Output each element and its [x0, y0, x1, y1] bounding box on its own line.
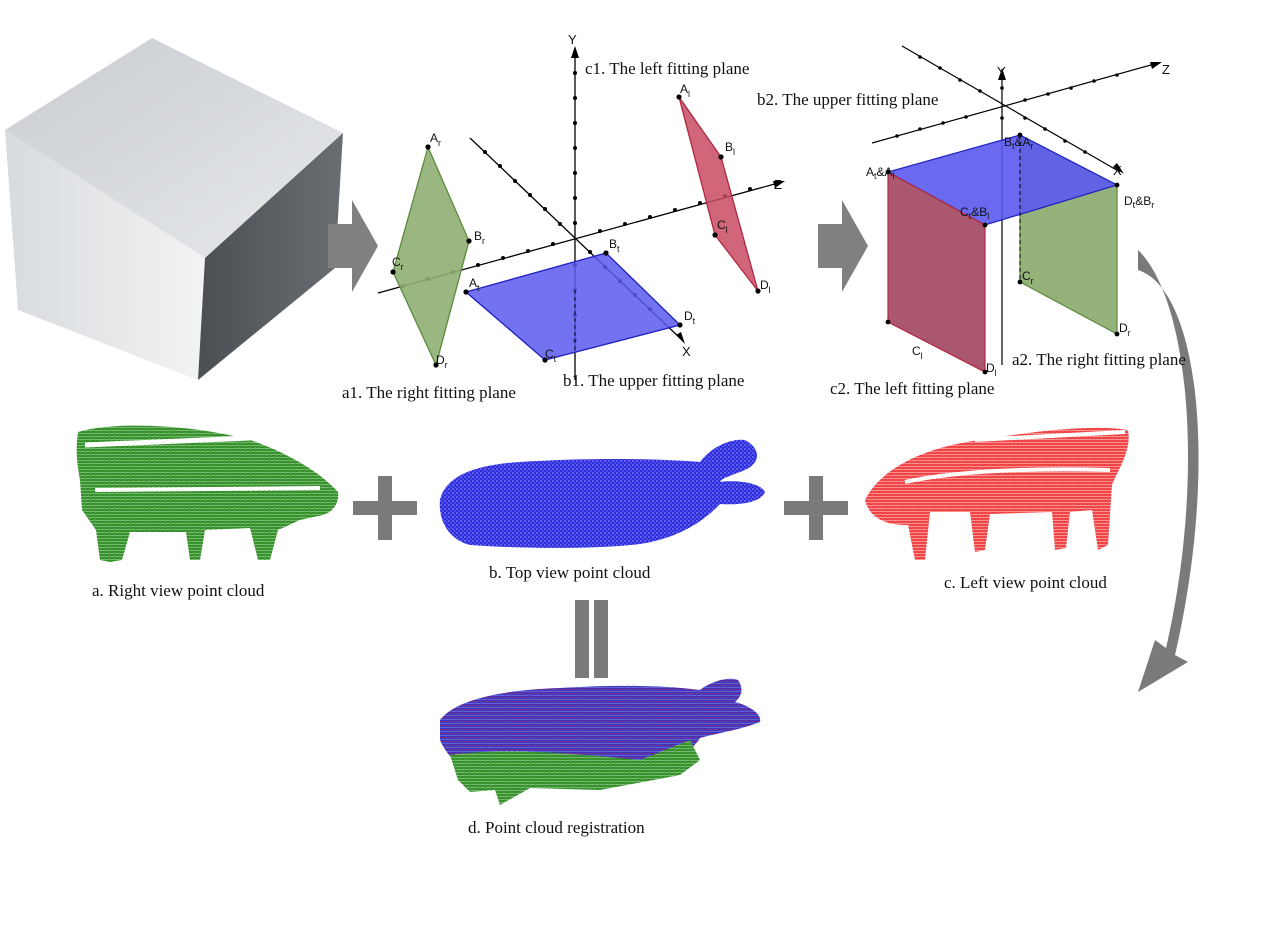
point-label: Ct&Bl [960, 205, 989, 221]
point-label: At [469, 276, 480, 293]
point-label: Bl [725, 140, 735, 157]
equals-icon [575, 600, 608, 678]
cube-front-face [5, 130, 205, 380]
caption-b2: b2. The upper fitting plane [757, 90, 938, 109]
cube-side-face [198, 133, 343, 380]
point-label: Al [680, 82, 690, 99]
arrow-right-icon [818, 200, 868, 292]
arrow-right-icon [328, 200, 378, 292]
caption-a: a. Right view point cloud [92, 581, 265, 600]
caption-b1: b1. The upper fitting plane [563, 371, 744, 390]
plus-icon [353, 476, 417, 540]
point-label: Bt&Ar [1004, 135, 1034, 151]
assembled-planes-diagram: Y Z X At&Al Bt&Ar Ct&Bl Dt&Br Cr Dr Cl D… [757, 45, 1186, 398]
point-label: Cl [717, 218, 728, 235]
right-fitting-plane [392, 145, 470, 367]
point-label: Ct [545, 347, 557, 364]
y-axis-label: Y [568, 32, 577, 47]
point-label: Dt&Br [1124, 194, 1154, 210]
caption-d: d. Point cloud registration [468, 818, 645, 837]
point-label: Cr [1022, 269, 1034, 286]
caption-b: b. Top view point cloud [489, 563, 651, 582]
point-label: Cl [912, 344, 923, 361]
point-label: Bt [609, 237, 620, 254]
cube-top-face [5, 38, 343, 258]
point-label: Dr [436, 353, 448, 370]
point-label: At&Al [866, 165, 895, 181]
top-view-point-cloud [439, 439, 765, 548]
plus-icon [784, 476, 848, 540]
point-label: Cr [392, 255, 404, 272]
x-axis-label: X [1113, 163, 1122, 178]
caption-c2: c2. The left fitting plane [830, 379, 994, 398]
z-axis-label: Z [1162, 62, 1170, 77]
point-label: Ar [430, 131, 441, 148]
caption-a2: a2. The right fitting plane [1012, 350, 1186, 369]
point-label: Dt [684, 309, 696, 326]
z-axis-label: Z [774, 177, 782, 192]
cube-photo [5, 38, 343, 380]
point-label: Dl [986, 361, 997, 378]
left-fitting-plane [678, 96, 759, 292]
fitting-planes-diagram: Y Z X Ar Br Cr Dr At Bt Ct Dt Al Bl Cl D… [342, 32, 785, 402]
y-axis-label: Y [997, 64, 1006, 79]
point-label: Dr [1119, 321, 1131, 338]
upper-fitting-plane [464, 252, 682, 361]
caption-c: c. Left view point cloud [944, 573, 1107, 592]
point-label: Br [474, 229, 485, 246]
x-axis-label: X [682, 344, 691, 359]
curved-arrow-icon [1138, 250, 1199, 692]
point-label: Dl [760, 278, 771, 295]
caption-a1: a1. The right fitting plane [342, 383, 516, 402]
left-view-point-cloud [865, 427, 1129, 560]
right-view-point-cloud [76, 425, 339, 562]
registered-point-cloud [440, 678, 761, 805]
caption-c1: c1. The left fitting plane [585, 59, 749, 78]
